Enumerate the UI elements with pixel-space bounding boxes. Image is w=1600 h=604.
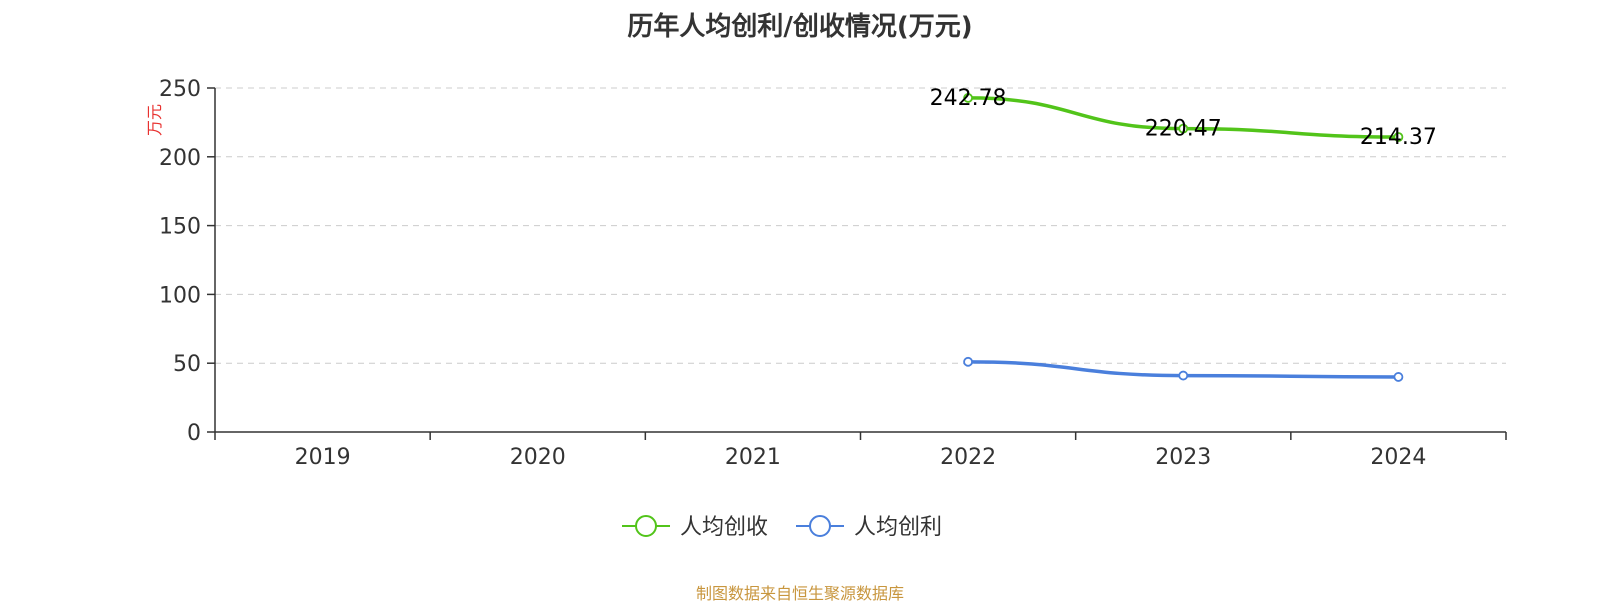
- y-tick-label: 50: [173, 352, 201, 377]
- x-tick-label: 2023: [1155, 445, 1211, 470]
- x-tick-label: 2024: [1370, 445, 1426, 470]
- legend-label[interactable]: 人均创收: [680, 515, 768, 540]
- legend-label[interactable]: 人均创利: [854, 515, 942, 540]
- data-label: 242.78: [930, 86, 1007, 111]
- data-point: [1393, 372, 1404, 382]
- y-axis-unit-label: 万元: [145, 104, 164, 136]
- y-tick-label: 150: [159, 215, 201, 240]
- source-note: 制图数据来自恒生聚源数据库: [695, 584, 904, 603]
- data-point: [963, 356, 973, 367]
- data-point: [963, 93, 973, 103]
- x-tick-label: 2022: [940, 445, 996, 470]
- y-tick-label: 0: [187, 421, 201, 446]
- x-tick-label: 2021: [725, 445, 781, 470]
- x-tick-label: 2020: [510, 445, 566, 470]
- data-label: 214.37: [1360, 125, 1437, 150]
- legend-marker: [809, 515, 831, 537]
- legend-marker: [635, 515, 657, 537]
- data-point: [1393, 132, 1404, 142]
- y-tick-label: 100: [159, 283, 201, 308]
- y-tick-label: 200: [159, 146, 201, 171]
- data-label: 220.47: [1145, 117, 1222, 142]
- data-point: [1178, 123, 1189, 134]
- chart-title: 历年人均创利/创收情况(万元): [627, 12, 973, 42]
- data-point: [1178, 370, 1189, 381]
- y-tick-label: 250: [159, 77, 201, 102]
- x-tick-label: 2019: [295, 445, 351, 470]
